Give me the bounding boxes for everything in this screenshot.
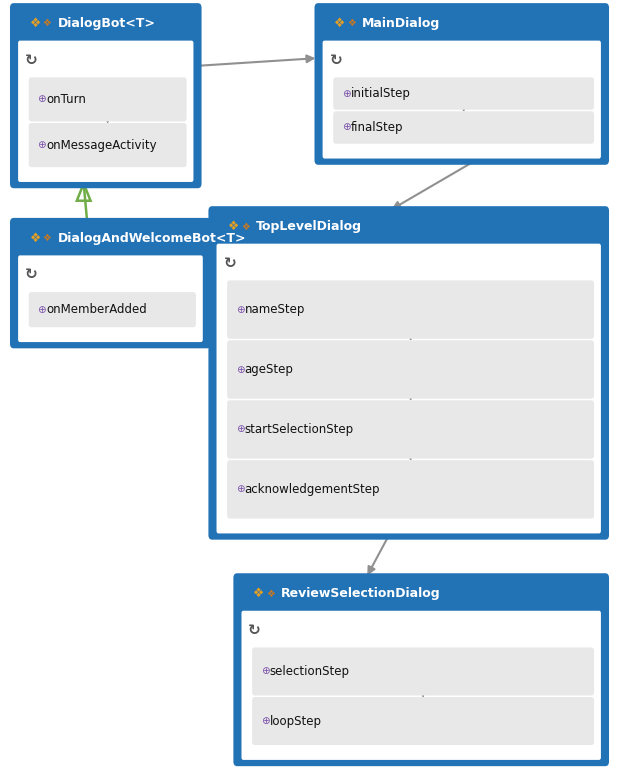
Text: ⊕: ⊕: [37, 95, 46, 105]
FancyBboxPatch shape: [333, 77, 594, 110]
FancyBboxPatch shape: [314, 3, 609, 165]
Text: TopLevelDialog: TopLevelDialog: [256, 220, 362, 233]
FancyBboxPatch shape: [18, 41, 193, 182]
Text: selectionStep: selectionStep: [270, 665, 349, 678]
Text: ❖: ❖: [42, 234, 51, 243]
FancyBboxPatch shape: [29, 123, 187, 167]
FancyBboxPatch shape: [241, 611, 601, 760]
Text: nameStep: nameStep: [245, 303, 305, 316]
FancyBboxPatch shape: [323, 41, 601, 159]
Text: ⊕: ⊕: [261, 716, 270, 726]
Text: onMessageActivity: onMessageActivity: [46, 138, 157, 152]
FancyBboxPatch shape: [29, 77, 187, 122]
Text: ❖: ❖: [347, 19, 356, 28]
Text: ↻: ↻: [329, 52, 342, 68]
Text: initialStep: initialStep: [351, 87, 411, 100]
FancyBboxPatch shape: [10, 3, 202, 188]
Text: ↻: ↻: [25, 267, 37, 283]
Text: ⊕: ⊕: [236, 484, 245, 494]
FancyBboxPatch shape: [208, 206, 609, 540]
FancyBboxPatch shape: [227, 280, 594, 339]
Text: ⊕: ⊕: [236, 305, 245, 315]
FancyBboxPatch shape: [252, 697, 594, 745]
Text: ❖: ❖: [334, 17, 346, 30]
Text: ❖: ❖: [30, 232, 41, 244]
Text: ❖: ❖: [253, 587, 265, 600]
FancyBboxPatch shape: [18, 255, 203, 342]
FancyBboxPatch shape: [227, 341, 594, 398]
Text: ⊕: ⊕: [236, 424, 245, 434]
Text: ❖: ❖: [266, 589, 275, 598]
FancyBboxPatch shape: [10, 218, 211, 348]
Text: ⊕: ⊕: [37, 140, 46, 150]
Text: onMemberAdded: onMemberAdded: [46, 303, 147, 316]
Text: DialogBot<T>: DialogBot<T>: [57, 17, 155, 30]
Text: startSelectionStep: startSelectionStep: [245, 423, 354, 436]
Text: ❖: ❖: [30, 17, 41, 30]
Text: ⊕: ⊕: [342, 88, 351, 98]
FancyBboxPatch shape: [233, 573, 609, 766]
Text: ❖: ❖: [241, 222, 250, 231]
Text: onTurn: onTurn: [46, 93, 86, 106]
FancyBboxPatch shape: [252, 647, 594, 696]
Text: loopStep: loopStep: [270, 715, 321, 728]
Text: ↻: ↻: [25, 52, 37, 68]
Text: ❖: ❖: [228, 220, 240, 233]
Text: ⊕: ⊕: [261, 666, 270, 676]
FancyBboxPatch shape: [227, 400, 594, 458]
Text: ageStep: ageStep: [245, 363, 293, 376]
Text: acknowledgementStep: acknowledgementStep: [245, 483, 380, 496]
FancyBboxPatch shape: [333, 112, 594, 144]
Text: finalStep: finalStep: [351, 121, 403, 134]
Text: ↻: ↻: [248, 622, 261, 638]
Text: ReviewSelectionDialog: ReviewSelectionDialog: [281, 587, 441, 600]
Text: MainDialog: MainDialog: [362, 17, 440, 30]
Text: ⊕: ⊕: [236, 365, 245, 375]
Text: ⊕: ⊕: [37, 305, 46, 315]
FancyBboxPatch shape: [227, 460, 594, 519]
FancyBboxPatch shape: [217, 244, 601, 533]
Text: ↻: ↻: [223, 255, 236, 271]
FancyBboxPatch shape: [29, 292, 196, 327]
Text: ❖: ❖: [42, 19, 51, 28]
Text: DialogAndWelcomeBot<T>: DialogAndWelcomeBot<T>: [57, 232, 246, 244]
Text: ⊕: ⊕: [342, 123, 351, 133]
